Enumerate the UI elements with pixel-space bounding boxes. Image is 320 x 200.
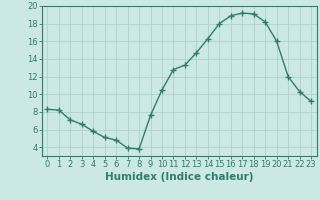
X-axis label: Humidex (Indice chaleur): Humidex (Indice chaleur) (105, 172, 253, 182)
